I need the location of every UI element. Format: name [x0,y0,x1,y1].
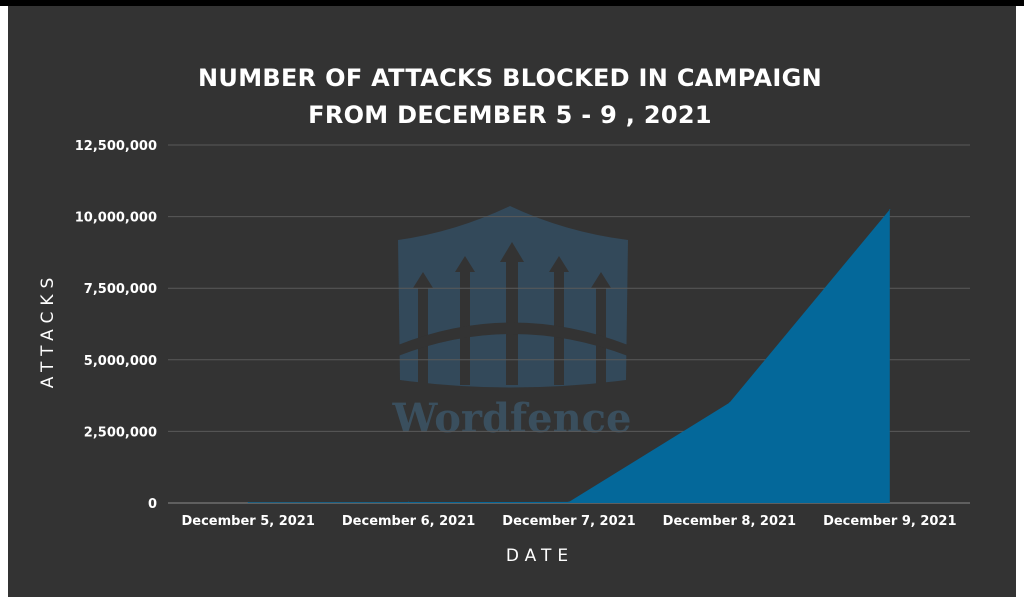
data-point [728,402,730,404]
x-axis-title: DATE [505,546,575,566]
x-tick-label: December 5, 2021 [181,514,314,529]
x-tick-label: December 7, 2021 [502,514,635,529]
y-tick-label: 0 [148,497,157,512]
data-point [408,501,410,503]
area-series [247,208,891,503]
y-tick-label: 2,500,000 [84,425,157,440]
chart-title-line-2: FROM DECEMBER 5 - 9 , 2021 [308,101,712,129]
top-border [0,0,1024,6]
watermark-text: Wordfence [392,395,632,442]
x-tick-label: December 8, 2021 [663,514,796,529]
y-tick-label: 5,000,000 [84,354,157,369]
wordfence-watermark: Wordfence [392,206,632,442]
data-point [889,208,891,210]
y-axis-title: ATTACKS [38,271,58,389]
data-point [247,501,249,503]
y-tick-labels: 0 2,500,000 5,000,000 7,500,000 10,000,000 12… [75,139,157,512]
data-point [568,501,570,503]
y-tick-label: 12,500,000 [75,139,157,154]
x-tick-label: December 9, 2021 [823,514,956,529]
y-tick-label: 10,000,000 [75,211,157,226]
y-tick-label: 7,500,000 [84,282,157,297]
x-tick-label: December 6, 2021 [342,514,475,529]
x-tick-labels: December 5, 2021 December 6, 2021 December… [181,514,956,529]
chart-title-line-1: NUMBER OF ATTACKS BLOCKED IN CAMPAIGN [198,64,822,92]
attacks-area [248,209,890,503]
